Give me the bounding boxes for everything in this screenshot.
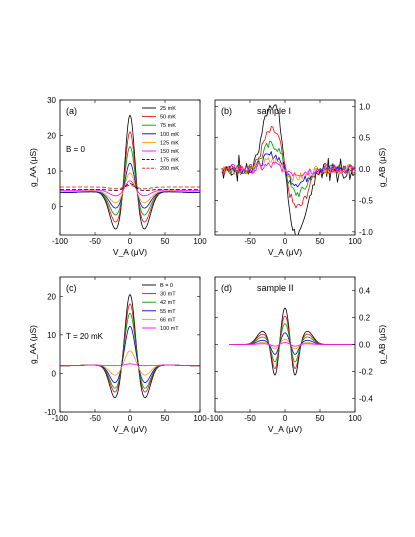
x-tick-label: 50 [161,414,170,423]
y-axis-title: g_AA (μS) [28,325,38,364]
x-tick-label: 0 [283,237,288,246]
y-tick-label: 0 [52,369,57,378]
x-tick-label: 100 [193,414,207,423]
series-line-175-mk [60,183,200,192]
x-tick-label: -50 [244,237,256,246]
series-line-4 [221,157,355,182]
panel-b: -50 0 50 100-1.0 -0.5 0.0 0.5 1.0 V_A (μV) g_AB (… [214,99,387,257]
y-tick-label: -0.2 [359,368,373,377]
series-line-0 [229,307,355,376]
series-line-5 [229,342,355,347]
panel-label: (b) [221,106,232,116]
panel-annotation: sample I [257,106,291,116]
y-axis-title: g_AA (μS) [28,148,38,187]
x-tick-label: 0 [128,237,133,246]
series-line-125-mk [60,172,200,204]
y-tick-label: 1.0 [359,102,371,111]
plot-frame [59,276,201,413]
y-tick-label: 0.0 [359,165,371,174]
series-line-4 [229,338,355,350]
legend-label: 66 mT [160,317,176,323]
series-group [229,307,355,376]
series-group [60,294,200,399]
legend-label: 30 mT [160,292,176,298]
y-tick-label: -10 [44,408,56,417]
panel-a: -100 -50 0 50 100 0 10 20 30 V_A (μV) g_AA (μS) (a)… [28,96,207,257]
y-tick-label: 0 [52,203,57,212]
x-tick-label: -100 [52,414,69,423]
series-group [221,104,355,235]
legend-label: 55 mT [160,309,176,315]
y-tick-label: 20 [47,292,56,301]
x-axis-title: V_A (μV) [268,424,302,434]
series-line-150-mk [60,180,200,197]
x-tick-label: 50 [161,237,170,246]
panel-annotation: T = 20 mK [66,332,104,341]
x-tick-label: -50 [89,237,101,246]
y-tick-label: 0.2 [359,314,371,323]
x-tick-label: -100 [207,414,224,423]
legend-label: 100 mK [160,132,179,138]
x-axis-title: V_A (μV) [113,424,147,434]
panel-annotation: B = 0 [66,145,85,154]
panel-d: -100 -50 0 50 100 -0.4 -0.2 0.0 0.2 0.4 V_A (μV) g_… [207,276,387,434]
series-group [60,114,200,230]
panel-label: (d) [221,283,232,293]
y-tick-label: 0.0 [359,341,371,350]
x-tick-label: 100 [193,237,207,246]
x-tick-label: 0 [128,414,133,423]
x-tick-label: 100 [348,237,362,246]
y-tick-label: -0.4 [359,395,373,404]
y-tick-label: 0.5 [359,134,371,143]
series-line-100-mt [60,363,200,367]
legend-label: 125 mK [160,140,179,146]
series-line-66-mt [60,350,200,376]
series-line-30-mt [60,303,200,393]
y-axis-title: g_AB (μS) [377,325,387,365]
x-tick-label: 0 [283,414,288,423]
series-line-100-mk [60,162,200,209]
y-tick-label: 10 [47,331,56,340]
legend-label: 200 mK [160,166,179,172]
legend-label: 75 mK [160,123,176,129]
y-tick-label: 20 [47,132,56,141]
plot-frame [59,99,201,236]
x-tick-label: 50 [316,414,325,423]
legend-label: 25 mK [160,106,176,112]
series-line-200-mk [60,185,200,190]
x-tick-label: 100 [348,414,362,423]
x-axis-title: V_A (μV) [113,247,147,257]
legend-label: 100 mT [160,326,179,332]
x-tick-label: -50 [89,414,101,423]
panel-label: (c) [66,283,77,293]
y-axis-title: g_AB (μS) [377,148,387,188]
y-tick-label: -0.5 [359,196,373,205]
legend-label: 150 mK [160,149,179,155]
y-tick-label: 10 [47,167,56,176]
x-tick-label: 50 [316,237,325,246]
series-line-b-=-0 [60,294,200,399]
panel-label: (a) [66,106,77,116]
series-line-5 [221,161,355,177]
legend-label: 42 mT [160,300,176,306]
y-tick-label: 0.4 [359,287,371,296]
y-tick-label: 30 [47,96,56,105]
legend-label: 175 mK [160,158,179,164]
panel-annotation: sample II [257,283,294,293]
legend-label: B = 0 [160,283,173,289]
x-axis-title: V_A (μV) [268,247,302,257]
x-tick-label: -100 [52,237,69,246]
legend-label: 50 mK [160,115,176,121]
x-tick-label: -50 [244,414,256,423]
y-tick-label: -1.0 [359,228,373,237]
